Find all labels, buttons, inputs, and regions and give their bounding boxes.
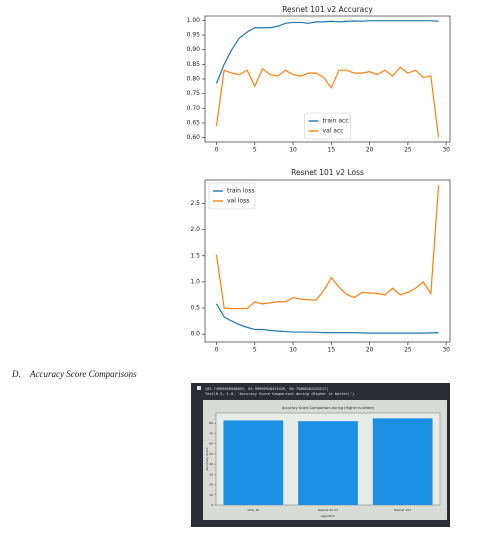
legend-box	[304, 112, 351, 140]
plot-frame	[204, 179, 451, 343]
x-tick-label: Resnet 101	[394, 508, 411, 512]
series-line	[215, 20, 439, 84]
y-tick-label: 0.65	[187, 119, 201, 126]
series-line	[215, 303, 439, 334]
legend-label: train loss	[227, 188, 254, 195]
y-tick-label: 30	[209, 472, 213, 476]
x-tick-label: 25	[404, 347, 412, 354]
y-tick-label: 0.75	[187, 90, 201, 97]
x-tick-label: 25	[404, 147, 412, 154]
x-tick-label: 30	[442, 347, 450, 354]
x-tick-label: 5	[253, 147, 257, 154]
y-tick-label: 20	[209, 483, 213, 487]
y-tick-label: 0.85	[187, 61, 201, 68]
x-tick-label: 20	[366, 347, 374, 354]
x-tick-label: 0	[215, 347, 219, 354]
y-tick-label: 0.60	[187, 134, 201, 141]
y-tick-label: 0.95	[187, 32, 201, 39]
chart-title: Resnet 101 v2 Loss	[291, 168, 364, 177]
x-tick-label: 20	[366, 147, 374, 154]
y-tick-label: 1.5	[190, 252, 200, 259]
series-line	[215, 185, 440, 310]
y-tick-label: 60	[209, 442, 213, 446]
y-tick-label: 0.80	[187, 76, 201, 83]
chart-title: Accuracy Score Comparison during (Higher…	[282, 406, 375, 410]
x-tick-label: 15	[328, 347, 336, 354]
y-tick-label: 2.0	[190, 226, 200, 233]
photo-icon	[197, 386, 201, 390]
y-tick-label: 0.90	[187, 46, 201, 53]
y-tick-label: 0.70	[187, 105, 201, 112]
y-axis-label: Accuracy Score	[205, 447, 209, 470]
y-tick-label: 10	[209, 493, 213, 497]
x-tick-label: 15	[328, 147, 336, 154]
x-tick-label: 0	[215, 147, 219, 154]
y-tick-label: 2.5	[190, 200, 200, 207]
console-line: Text(0.5, 1.0, 'Accuracy Score Compariso…	[205, 392, 354, 396]
y-tick-label: 0	[211, 503, 213, 507]
y-tick-label: 80	[209, 421, 213, 425]
section-label: D.	[11, 369, 21, 379]
section-title: Accuracy Score Comparisons	[29, 369, 137, 379]
legend-label: val acc	[323, 128, 344, 135]
x-tick-label: VGG_16	[247, 508, 259, 512]
y-tick-label: 0.0	[190, 331, 200, 338]
y-tick-label: 40	[209, 462, 213, 466]
y-tick-label: 70	[209, 431, 213, 435]
console-line: [82.74999856948853, 81.99999928474426, 8…	[205, 387, 328, 391]
bar	[298, 421, 358, 505]
y-tick-label: 1.00	[187, 17, 201, 24]
x-axis-label: Algorithm	[321, 514, 336, 518]
x-tick-label: 30	[442, 147, 450, 154]
x-tick-label: 5	[253, 347, 257, 354]
chart-title: Resnet 101 v2 Accuracy	[282, 5, 373, 14]
series-line	[215, 66, 440, 138]
x-tick-label: 10	[289, 147, 297, 154]
legend-box	[208, 182, 256, 210]
bar	[372, 418, 433, 505]
legend-label: train acc	[323, 118, 349, 125]
y-tick-label: 0.5	[190, 305, 200, 312]
legend-label: val loss	[227, 198, 249, 205]
bar	[223, 420, 284, 505]
y-tick-label: 50	[209, 452, 213, 456]
x-tick-label: 10	[289, 347, 297, 354]
y-tick-label: 1.0	[190, 278, 200, 285]
x-tick-label: Resnet 50 V2	[318, 508, 338, 512]
